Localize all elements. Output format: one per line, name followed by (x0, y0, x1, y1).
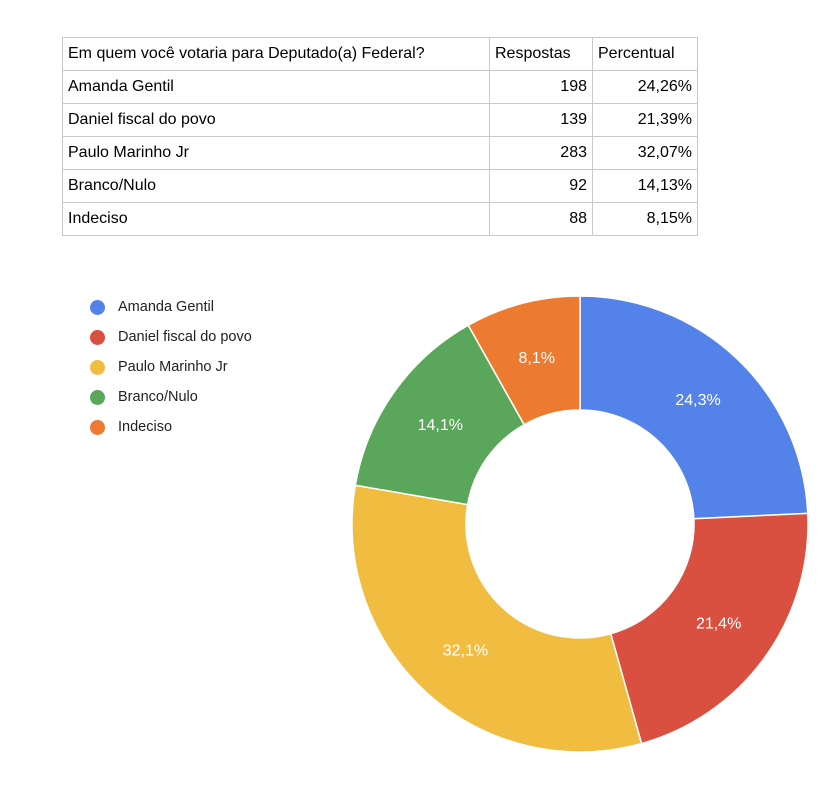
header-respostas: Respostas (489, 37, 593, 71)
table-row: Branco/Nulo 92 14,13% (62, 169, 698, 203)
table-row: Paulo Marinho Jr 283 32,07% (62, 136, 698, 170)
table-row: Indeciso 88 8,15% (62, 202, 698, 236)
donut-slice (579, 295, 809, 520)
legend-item: Indeciso (90, 412, 252, 442)
legend-label: Indeciso (118, 419, 173, 435)
cell-name: Branco/Nulo (62, 169, 490, 203)
legend-label: Paulo Marinho Jr (118, 359, 228, 375)
donut-slice (467, 295, 581, 426)
legend-item: Amanda Gentil (90, 292, 252, 322)
cell-respostas: 139 (489, 103, 593, 137)
legend-item: Daniel fiscal do povo (90, 322, 252, 352)
cell-name: Paulo Marinho Jr (62, 136, 490, 170)
slice-label: 14,1% (418, 417, 463, 434)
legend-swatch (90, 329, 105, 345)
legend-item: Paulo Marinho Jr (90, 352, 252, 382)
cell-name: Daniel fiscal do povo (62, 103, 490, 137)
slice-label: 8,1% (518, 350, 554, 367)
cell-percentual: 21,39% (592, 103, 698, 137)
legend-swatch (90, 419, 105, 435)
cell-respostas: 88 (489, 202, 593, 236)
table-row: Amanda Gentil 198 24,26% (62, 70, 698, 104)
slice-label: 32,1% (443, 642, 488, 659)
donut-slice (354, 324, 526, 506)
slice-label: 21,4% (696, 616, 741, 633)
chart-legend: Amanda Gentil Daniel fiscal do povo Paulo … (90, 292, 252, 442)
header-question: Em quem você votaria para Deputado(a) Fe… (62, 37, 490, 71)
cell-respostas: 283 (489, 136, 593, 170)
cell-name: Amanda Gentil (62, 70, 490, 104)
legend-label: Branco/Nulo (118, 389, 198, 405)
table-row: Daniel fiscal do povo 139 21,39% (62, 103, 698, 137)
cell-name: Indeciso (62, 202, 490, 236)
legend-swatch (90, 299, 105, 315)
donut-slice (351, 484, 643, 753)
table-header-row: Em quem você votaria para Deputado(a) Fe… (62, 37, 698, 71)
legend-swatch (90, 359, 105, 375)
donut-slice (609, 512, 809, 745)
cell-percentual: 14,13% (592, 169, 698, 203)
legend-item: Branco/Nulo (90, 382, 252, 412)
slice-label: 24,3% (675, 392, 720, 409)
cell-percentual: 32,07% (592, 136, 698, 170)
results-table: Em quem você votaria para Deputado(a) Fe… (62, 37, 698, 236)
legend-swatch (90, 389, 105, 405)
legend-label: Daniel fiscal do povo (118, 329, 252, 345)
cell-respostas: 92 (489, 169, 593, 203)
cell-percentual: 8,15% (592, 202, 698, 236)
cell-percentual: 24,26% (592, 70, 698, 104)
legend-label: Amanda Gentil (118, 299, 214, 315)
